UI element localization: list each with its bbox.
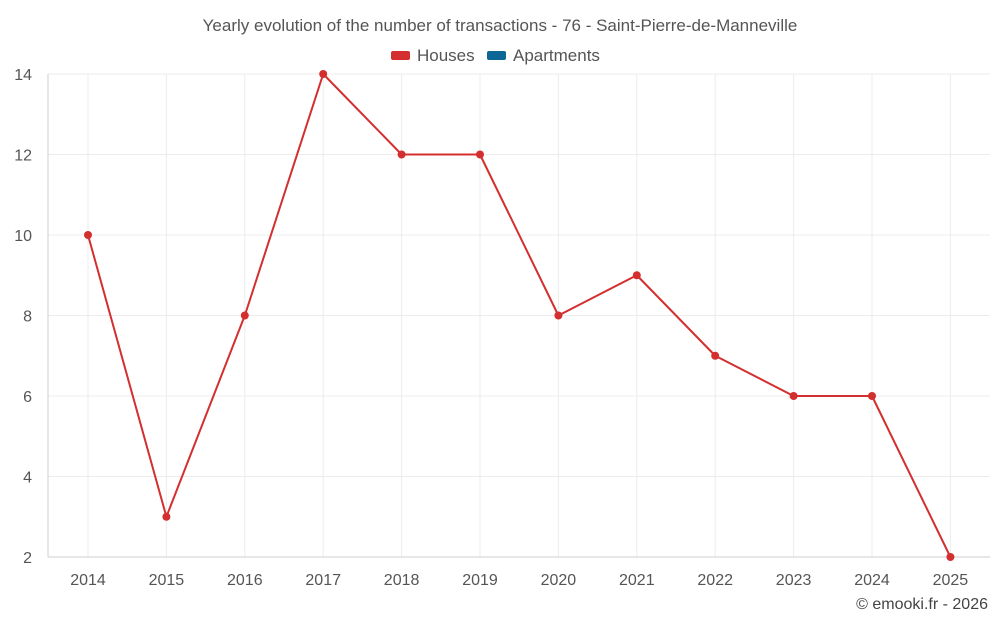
legend-label-apartments: Apartments: [513, 46, 600, 65]
x-tick-label: 2021: [619, 572, 655, 589]
chart-title: Yearly evolution of the number of transa…: [203, 16, 798, 35]
credit-text: © emooki.fr - 2026: [856, 596, 988, 613]
x-tick-label: 2020: [541, 572, 577, 589]
gridlines: [48, 73, 990, 558]
y-tick-label: 10: [14, 228, 32, 245]
y-tick-label: 4: [23, 470, 32, 487]
legend-swatch-houses: [391, 51, 410, 60]
axes: 2 4 6 8 10 12 14 2014 2015 2016 2017 2018 2019 2020 20…: [14, 67, 990, 589]
x-tick-label: 2017: [305, 572, 341, 589]
data-point[interactable]: [476, 150, 484, 159]
series-line-houses: [87, 73, 952, 558]
data-point[interactable]: [946, 553, 955, 561]
x-tick-label: 2022: [697, 572, 733, 589]
legend-item-houses[interactable]: Houses: [391, 46, 475, 65]
data-point[interactable]: [84, 231, 92, 239]
legend-item-apartments[interactable]: Apartments: [487, 46, 600, 65]
legend-swatch-apartments: [487, 51, 506, 60]
data-point[interactable]: [554, 311, 563, 320]
y-tick-label: 2: [23, 550, 32, 567]
data-point[interactable]: [397, 150, 406, 159]
data-point[interactable]: [240, 311, 249, 320]
data-point[interactable]: [789, 392, 798, 400]
legend-label-houses: Houses: [417, 46, 475, 65]
legend: Houses Apartments: [391, 46, 600, 65]
data-point[interactable]: [711, 351, 720, 360]
x-tick-label: 2018: [384, 572, 420, 589]
data-point[interactable]: [868, 392, 876, 400]
x-tick-label: 2019: [462, 572, 498, 589]
y-tick-label: 6: [23, 389, 32, 406]
x-tick-label: 2023: [776, 572, 812, 589]
x-tick-label: 2024: [854, 572, 890, 589]
data-point[interactable]: [162, 512, 171, 521]
y-tick-label: 8: [23, 309, 32, 326]
data-point[interactable]: [632, 271, 641, 280]
x-tick-label: 2016: [227, 572, 263, 589]
y-tick-label: 14: [14, 67, 32, 84]
x-tick-label: 2014: [70, 572, 106, 589]
y-tick-label: 12: [14, 148, 32, 165]
data-point[interactable]: [319, 70, 328, 78]
x-tick-label: 2015: [149, 572, 185, 589]
x-tick-label: 2025: [933, 572, 969, 589]
series-houses: [84, 70, 955, 561]
